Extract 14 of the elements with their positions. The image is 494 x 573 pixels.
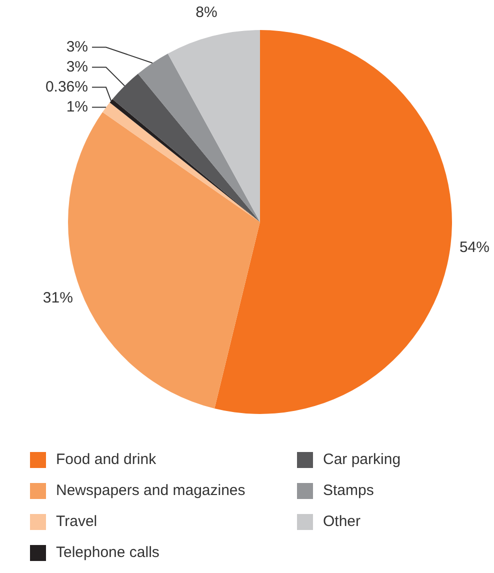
legend-label: Travel [56, 513, 98, 530]
legend-label: Stamps [323, 482, 374, 499]
data-label: 8% [196, 4, 218, 21]
data-label: 31% [42, 289, 73, 306]
legend-label: Telephone calls [56, 544, 160, 561]
legend-label: Food and drink [56, 451, 156, 468]
data-label: 0.36% [45, 78, 88, 96]
data-label: 3% [66, 58, 88, 76]
data-label: 3% [66, 38, 88, 56]
legend-label: Newspapers and magazines [56, 482, 246, 499]
data-label: 54% [459, 238, 490, 256]
data-label: 1% [66, 98, 88, 116]
legend-label: Other [323, 513, 361, 530]
legend-label: Car parking [323, 451, 401, 468]
